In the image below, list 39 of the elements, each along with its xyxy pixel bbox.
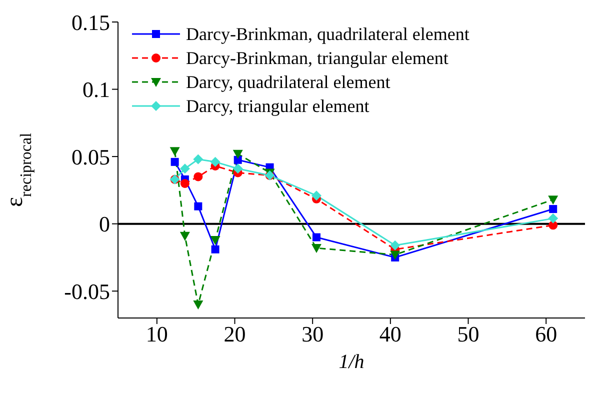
- point: [549, 205, 558, 214]
- y-tick-label: 0.1: [82, 77, 110, 102]
- point: [194, 202, 202, 210]
- point: [193, 154, 204, 164]
- point: [180, 164, 190, 174]
- x-axis-title: 1/h: [338, 351, 364, 373]
- legend-label: Darcy-Brinkman, quadrilateral element: [186, 24, 470, 44]
- point: [180, 178, 190, 188]
- point: [548, 196, 558, 205]
- y-tick-label: -0.05: [64, 278, 110, 304]
- y-tick-label: 0: [99, 212, 110, 237]
- legend-label: Darcy, triangular element: [186, 96, 370, 116]
- point: [390, 250, 400, 260]
- point: [390, 240, 400, 250]
- x-tick-label: 20: [224, 322, 246, 347]
- point: [210, 156, 220, 167]
- legend-label: Darcy-Brinkman, triangular element: [186, 48, 448, 68]
- point: [548, 213, 558, 224]
- x-tick-label: 30: [302, 322, 324, 347]
- y-tick-label: 0.05: [72, 144, 110, 170]
- point: [210, 236, 220, 245]
- point: [211, 245, 220, 254]
- point: [311, 190, 322, 201]
- point: [311, 244, 322, 254]
- x-tick-label: 10: [146, 322, 168, 347]
- point: [170, 158, 179, 166]
- point: [232, 150, 243, 159]
- legend-label: Darcy, quadrilateral element: [186, 72, 390, 92]
- point: [180, 232, 190, 241]
- point: [234, 156, 242, 164]
- x-tick-label: 50: [457, 322, 480, 347]
- point: [312, 233, 320, 242]
- x-tick-label: 40: [379, 322, 402, 347]
- point: [194, 172, 203, 182]
- point: [232, 164, 243, 174]
- point: [193, 300, 204, 310]
- x-tick-label: 60: [535, 322, 558, 347]
- y-tick-label: 0.15: [72, 10, 110, 35]
- point: [170, 147, 180, 156]
